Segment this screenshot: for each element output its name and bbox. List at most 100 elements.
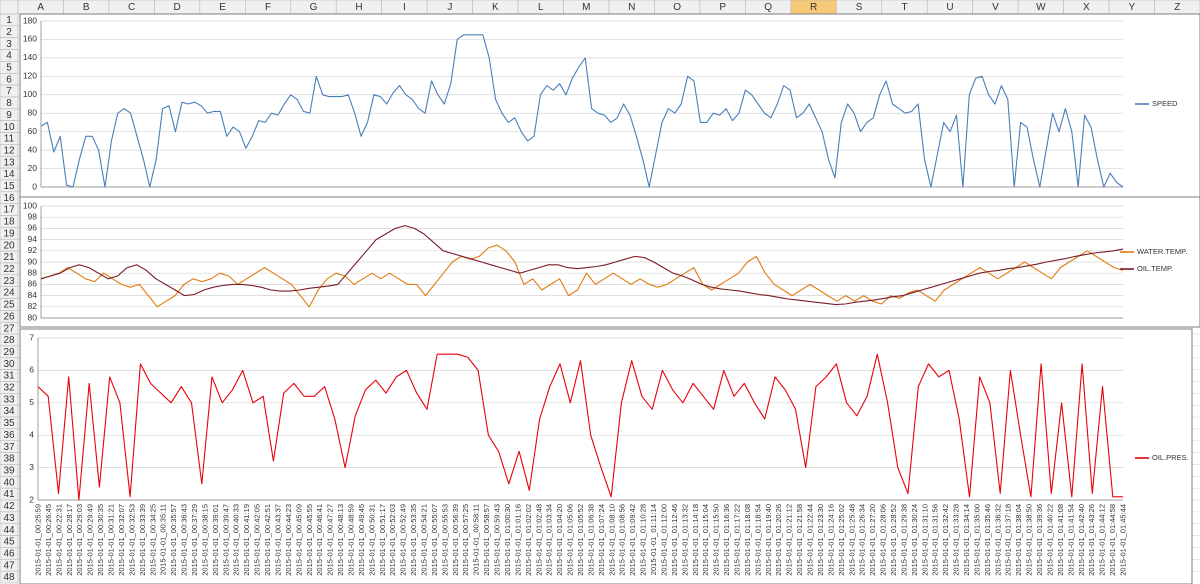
row-header-label: 14 [3, 169, 15, 180]
x-tick-label: 2015-01-01_01:33:28 [952, 504, 961, 576]
row-headers: 1234567891011121314151617181920212223242… [0, 13, 19, 584]
column-header-label: G [310, 2, 318, 13]
x-tick-label: 2015-01-01_01:35:00 [972, 504, 981, 576]
row-header-label: 37 [3, 442, 15, 453]
row-header-label: 35 [3, 418, 15, 429]
x-tick-label: 2015-01-01_00:55:53 [440, 504, 449, 576]
x-tick-label: 2015-01-01_00:40:33 [232, 504, 241, 576]
x-tick-label: 2015-01-01_01:06:38 [586, 504, 595, 576]
column-header-label: M [582, 2, 590, 13]
x-tick-label: 2015-01-01_00:35:57 [169, 504, 178, 576]
x-tick-label: 2015-01-01_01:34:14 [962, 504, 971, 576]
y-tick-label: 86 [28, 279, 38, 289]
x-tick-label: 2015-01-01_01:03:34 [545, 504, 554, 576]
row-header-label: 28 [3, 335, 15, 346]
row-header-label: 6 [6, 74, 12, 85]
column-header-label: R [810, 2, 817, 13]
row-header-label: 46 [3, 548, 15, 559]
x-tick-label: 2015-01-01_00:29:49 [86, 504, 95, 576]
y-tick-label: 7 [29, 332, 34, 342]
x-tick-label: 2015-01-01_00:52:49 [399, 504, 408, 576]
x-tick-label: 2015-01-01_00:33:39 [138, 504, 147, 576]
y-tick-label: 84 [28, 290, 38, 300]
x-tick-label: 2015-01-01_01:07:24 [597, 504, 606, 576]
x-tick-label: 2015-01-01_01:04:20 [555, 504, 564, 576]
x-tick-label: 2015-01-01_01:18:54 [753, 504, 762, 576]
row-header-label: 29 [3, 347, 15, 358]
row-header-label: 21 [3, 252, 15, 263]
y-tick-label: 4 [29, 429, 34, 439]
column-header-label: X [1083, 2, 1090, 13]
row-header-label: 2 [6, 27, 12, 38]
column-header-label: D [173, 2, 180, 13]
row-header-label: 41 [3, 489, 15, 500]
x-tick-label: 2015-01-01_00:48:59 [347, 504, 356, 576]
x-tick-label: 2015-01-01_00:47:27 [326, 504, 335, 576]
y-tick-label: 100 [23, 200, 37, 210]
x-tick-label: 2015-01-01_01:41:54 [1066, 504, 1075, 576]
legend-label: OIL.TEMP. [1137, 264, 1173, 273]
row-header-label: 16 [3, 193, 15, 204]
x-tick-label: 2015-01-01_01:43:26 [1087, 504, 1096, 576]
column-header-label: I [403, 2, 406, 13]
x-tick-label: 2015-01-01_00:25:59 [34, 504, 43, 576]
x-tick-label: 2015-01-01_00:38:15 [200, 504, 209, 576]
x-tick-label: 2015-01-01_01:28:06 [879, 504, 888, 576]
legend-label: SPEED [1152, 99, 1178, 108]
y-tick-label: 60 [28, 126, 38, 136]
row-header-label: 8 [6, 98, 12, 109]
x-tick-label: 2015-01-01_01:02:48 [534, 504, 543, 576]
x-tick-label: 2015-01-01_00:28:17 [65, 504, 74, 576]
row-header-label: 12 [3, 145, 15, 156]
x-tick-label: 2015-01-01_00:36:43 [180, 504, 189, 576]
row-header-label: 19 [3, 228, 15, 239]
column-header-label: N [628, 2, 635, 13]
y-tick-label: 94 [28, 234, 38, 244]
y-tick-label: 20 [28, 163, 38, 173]
column-header-label: T [901, 2, 907, 13]
row-header-label: 24 [3, 288, 15, 299]
x-tick-label: 2015-01-01_01:14:18 [691, 504, 700, 576]
y-tick-label: 96 [28, 223, 38, 233]
column-header-label: C [128, 2, 135, 13]
x-tick-label: 2015-01-01_01:38:50 [1025, 504, 1034, 576]
row-header-label: 22 [3, 264, 15, 275]
speed-chart[interactable]: 0 20 40 60 80 100 120 140 160 180 SPEED [19, 13, 1200, 198]
x-tick-label: 2015-01-01_01:12:46 [670, 504, 679, 576]
y-tick-label: 160 [23, 34, 37, 44]
row-header-cell [0, 570, 19, 584]
column-header-label: J [447, 2, 452, 13]
x-tick-label: 2015-01-01_00:57:25 [461, 504, 470, 576]
row-header-label: 36 [3, 430, 15, 441]
chart-area [19, 328, 1193, 584]
x-tick-label: 2015-01-01_00:41:19 [242, 504, 251, 576]
column-header-label: W [1036, 2, 1046, 13]
row-header-label: 7 [6, 86, 12, 97]
series-line-water-temp [40, 244, 1124, 308]
column-header-label: U [946, 2, 953, 13]
column-header-label: S [856, 2, 863, 13]
x-tick-label: 2015-01-01_00:48:13 [336, 504, 345, 576]
row-header-label: 43 [3, 513, 15, 524]
x-tick-label: 2015-01-01_01:25:48 [847, 504, 856, 576]
row-header-label: 40 [3, 477, 15, 488]
x-tick-label: 2015-01-01_00:26:45 [44, 504, 53, 576]
row-header-label: 10 [3, 122, 15, 133]
x-tick-label: 2015-01-01_01:23:30 [816, 504, 825, 576]
row-header-label: 44 [3, 525, 15, 536]
series-line-oil-pres [37, 353, 1123, 501]
x-tick-label: 2015-01-01_01:37:18 [1004, 504, 1013, 576]
row-header-label: 26 [3, 311, 15, 322]
y-tick-label: 92 [28, 245, 38, 255]
row-header-label: 27 [3, 323, 15, 334]
row-header-label: 3 [6, 39, 12, 50]
y-tick-label: 82 [28, 301, 38, 311]
x-tick-label: 2015-01-01_01:31:56 [931, 504, 940, 576]
x-tick-label: 2015-01-01_00:45:55 [305, 504, 314, 576]
x-tick-label: 2015-01-01_01:36:32 [993, 504, 1002, 576]
x-tick-label: 2015-01-01_00:59:43 [493, 504, 502, 576]
x-tick-label: 2015-01-01_00:52:03 [388, 504, 397, 576]
x-tick-label: 2015-01-01_01:12:00 [660, 504, 669, 576]
